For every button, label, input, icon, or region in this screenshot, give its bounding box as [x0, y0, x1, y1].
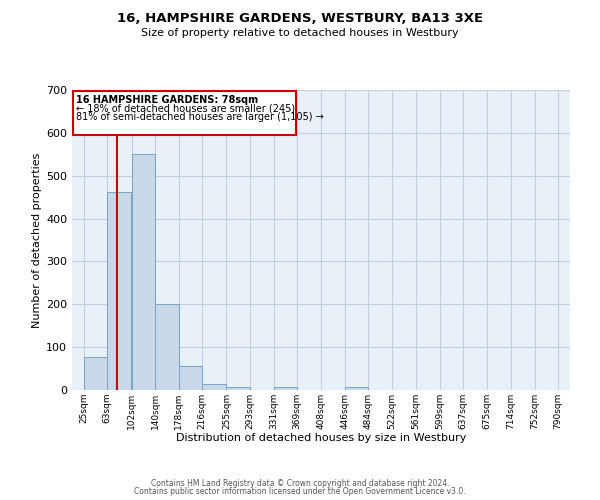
Text: Contains HM Land Registry data © Crown copyright and database right 2024.: Contains HM Land Registry data © Crown c… [151, 478, 449, 488]
Bar [202, 384, 226, 390]
FancyBboxPatch shape [73, 91, 296, 135]
Bar [155, 304, 179, 390]
Bar [345, 387, 368, 390]
Bar [107, 192, 131, 390]
Bar [179, 366, 202, 390]
Text: Contains public sector information licensed under the Open Government Licence v3: Contains public sector information licen… [134, 487, 466, 496]
Bar [84, 356, 107, 390]
Bar [274, 387, 297, 390]
Text: 81% of semi-detached houses are larger (1,105) →: 81% of semi-detached houses are larger (… [76, 112, 323, 122]
Text: ← 18% of detached houses are smaller (245): ← 18% of detached houses are smaller (24… [76, 104, 295, 114]
Text: 16, HAMPSHIRE GARDENS, WESTBURY, BA13 3XE: 16, HAMPSHIRE GARDENS, WESTBURY, BA13 3X… [117, 12, 483, 26]
Bar [131, 154, 155, 390]
Y-axis label: Number of detached properties: Number of detached properties [32, 152, 42, 328]
X-axis label: Distribution of detached houses by size in Westbury: Distribution of detached houses by size … [176, 434, 466, 444]
Bar [226, 387, 250, 390]
Text: 16 HAMPSHIRE GARDENS: 78sqm: 16 HAMPSHIRE GARDENS: 78sqm [76, 95, 258, 105]
Text: Size of property relative to detached houses in Westbury: Size of property relative to detached ho… [141, 28, 459, 38]
